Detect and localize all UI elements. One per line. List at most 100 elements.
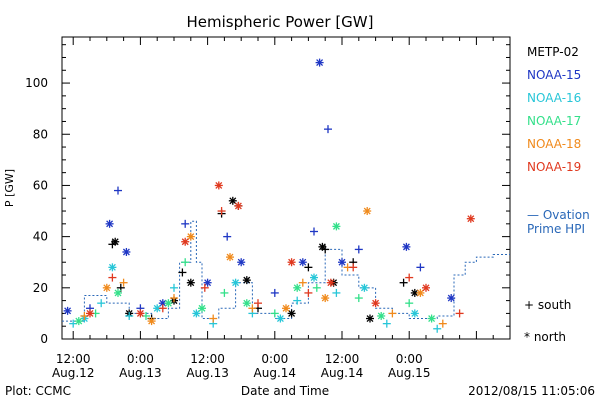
star-d2 [299,258,307,266]
data-point-noaa-17 [242,299,251,308]
star-d2 [106,220,114,228]
star-d2 [363,207,371,215]
data-point-noaa-17 [312,283,321,292]
star-d2 [234,202,242,210]
star-d2 [338,258,346,266]
data-point-metp-02 [186,278,195,287]
data-point-metp-02 [287,309,296,318]
y-axis: 0 20 40 60 80 100 [25,44,510,346]
data-point-noaa-17 [427,314,436,323]
data-point-noaa-15 [298,258,307,267]
y-tick-label: 60 [33,178,48,192]
star-d2 [114,289,122,297]
data-point-noaa-18 [321,294,330,303]
data-point-noaa-15 [63,306,72,315]
data-point-noaa-17 [405,299,414,308]
data-point-noaa-19 [455,309,464,318]
data-point-noaa-15 [203,278,212,287]
data-point-noaa-18 [438,319,447,328]
star-d2 [310,274,318,282]
data-point-noaa-19 [136,309,145,318]
y-axis-label: P [GW] [3,169,16,207]
data-point-noaa-16 [332,288,341,297]
data-point-noaa-17 [270,309,279,318]
x-tick-date-label: Aug.15 [388,366,431,380]
star-d2 [181,238,189,246]
data-point-noaa-18 [170,294,178,303]
star-d2 [327,279,335,287]
x-tick-date-label: Aug.13 [119,366,162,380]
star-d2 [192,309,200,317]
x-tick-date-label: Aug.12 [52,366,95,380]
data-point-noaa-19 [214,181,223,190]
data-point-noaa-15 [237,258,246,267]
data-point-noaa-15 [114,186,122,195]
x-tick-date-label: Aug.13 [186,366,229,380]
star-d2 [243,299,251,307]
star-d2 [416,289,424,297]
data-point-noaa-16 [97,299,106,308]
data-point-noaa-16 [433,324,442,333]
x-tick-time-label: 0:00 [127,352,154,366]
chart-title: Hemispheric Power [GW] [187,13,374,31]
star-d2 [187,279,195,287]
y-tick-label: 40 [33,230,48,244]
star-d2 [360,284,368,292]
data-point-noaa-18 [248,304,257,313]
data-point-noaa-15 [324,125,332,134]
star-d2 [447,294,455,302]
star-d2 [226,253,234,261]
legend-item-noaa-17: NOAA-17 [527,114,581,128]
data-point-noaa-19 [254,299,262,308]
star-d2 [159,299,167,307]
star-d2 [321,294,329,302]
x-tick-time-label: 12:00 [190,352,225,366]
star-d2 [111,238,119,246]
star-d2 [428,315,436,322]
symbol-legend: + south * north [524,298,571,344]
data-point-noaa-18 [416,288,425,297]
x-tick-time-label: 0:00 [396,352,423,366]
star-d2 [411,289,419,297]
data-point-noaa-16 [310,273,318,282]
data-point-noaa-17 [198,304,206,313]
star-d2 [103,284,111,292]
data-point-noaa-18 [363,207,372,216]
legend-item-noaa-15: NOAA-15 [527,68,581,82]
star-d2 [122,248,130,256]
data-point-metp-02 [178,268,187,277]
data-point-noaa-19 [371,299,380,308]
star-d2 [288,309,296,317]
data-point-noaa-19 [405,273,414,282]
data-point-noaa-16 [360,283,369,292]
star-d2 [198,304,206,312]
star-d2 [229,197,237,205]
x-tick-date-label: Aug.14 [321,366,364,380]
star-d2 [366,315,374,322]
data-point-noaa-16 [125,311,134,320]
star-d2 [187,233,195,241]
data-point-noaa-19 [287,258,296,267]
star-d2 [204,279,212,287]
data-point-noaa-18 [102,283,111,292]
symbol-legend-north: * north [524,330,566,344]
data-point-noaa-19 [304,288,313,297]
data-point-noaa-16 [382,319,391,328]
satellite-legend: METP-02 NOAA-15 NOAA-16 NOAA-17 NOAA-18 NOAA-… [527,45,581,174]
star-d2 [467,215,475,223]
star-d2 [153,304,161,312]
legend-item-noaa-19: NOAA-19 [527,160,581,174]
data-point-noaa-15 [122,247,131,256]
star-d2 [422,284,430,292]
data-point-noaa-16 [293,296,302,305]
symbol-legend-south: + south [524,298,571,312]
data-point-metp-02 [242,276,251,285]
data-point-noaa-16 [170,283,178,292]
data-point-noaa-15 [223,232,232,241]
x-tick-time-label: 12:00 [56,352,91,366]
data-point-noaa-19 [181,237,190,246]
footer-plot-source: Plot: CCMC [5,384,71,398]
star-d2 [293,284,301,292]
